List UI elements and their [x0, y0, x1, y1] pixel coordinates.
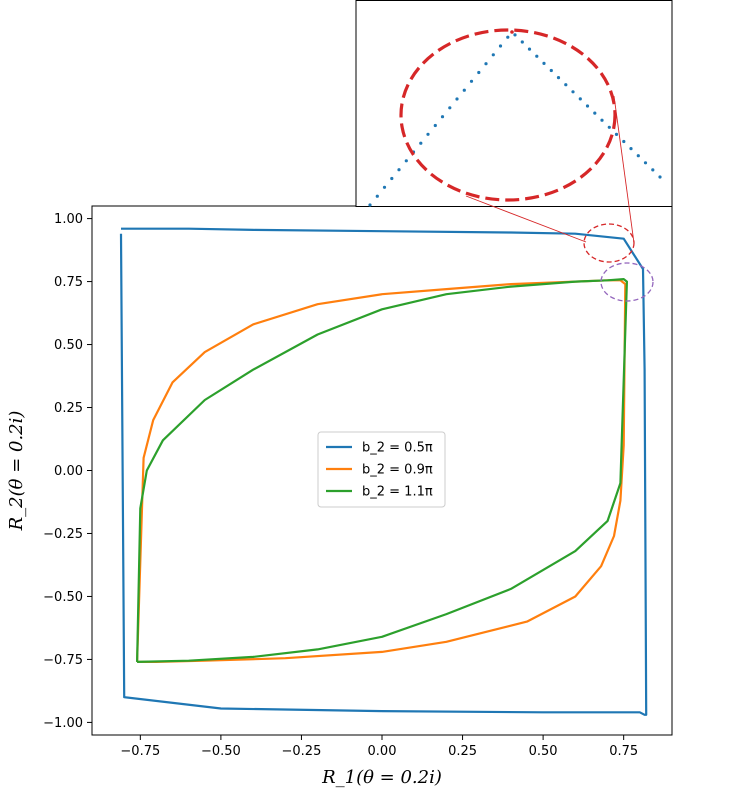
inset-dot — [643, 161, 648, 165]
legend-label: b_2 = 0.9π — [362, 463, 433, 478]
inset-dot — [556, 76, 561, 80]
x-tick-label: −0.50 — [201, 744, 241, 759]
inset-dot — [549, 68, 553, 73]
inset-zoom-circle — [399, 28, 617, 202]
inset-dot — [614, 132, 619, 136]
inset-dot — [651, 168, 655, 172]
x-tick-label: 0.75 — [609, 744, 638, 759]
x-tick-label: 0.50 — [529, 744, 558, 759]
y-tick-label: 0.25 — [54, 401, 83, 416]
inset-dot — [600, 118, 604, 122]
inset-dot — [520, 40, 524, 44]
y-tick-label: −0.25 — [43, 527, 83, 542]
inset-dot — [462, 88, 466, 92]
y-tick-label: 1.00 — [54, 212, 83, 227]
y-tick-label: 0.00 — [54, 464, 83, 479]
y-tick-label: 0.50 — [54, 338, 83, 353]
inset-dot — [397, 168, 401, 172]
y-tick-label: −0.50 — [43, 590, 83, 605]
x-tick-label: 0.00 — [368, 744, 397, 759]
zoom-region-circle-purple — [600, 262, 654, 302]
inset-dot — [477, 70, 481, 75]
legend-box — [317, 431, 446, 508]
inset-dot — [375, 194, 379, 198]
connector-line — [613, 95, 635, 244]
inset-dot — [448, 106, 452, 110]
inset-dot — [658, 175, 662, 179]
inset-dot — [622, 139, 626, 144]
series-line-1 — [119, 227, 648, 716]
inset-dot — [419, 141, 423, 145]
series-line-2 — [136, 279, 627, 664]
inset-dot — [455, 97, 459, 101]
y-tick-label: −1.00 — [43, 716, 83, 731]
inset-dot — [390, 176, 394, 181]
inset-peak-dot — [510, 30, 514, 34]
inset-dot — [491, 53, 495, 57]
y-axis-label: R_2(θ = 0.2i) — [6, 411, 27, 532]
inset-dot — [542, 61, 546, 65]
inset-dot — [368, 203, 372, 207]
x-tick-label: −0.25 — [282, 744, 322, 759]
inset-dot — [571, 90, 575, 94]
inset-dot — [426, 132, 430, 136]
y-tick-label: 0.75 — [54, 275, 83, 290]
inset-dot — [498, 44, 503, 48]
inset-plot — [355, 0, 673, 244]
inset-dot — [629, 147, 633, 151]
inset-dot — [433, 123, 437, 128]
connector-line — [465, 195, 587, 243]
inset-dot — [607, 125, 611, 129]
inset-dot — [578, 97, 582, 101]
x-tick-label: −0.75 — [120, 744, 160, 759]
inset-dot — [585, 104, 590, 108]
inset-dot — [404, 159, 408, 163]
inset-dot — [593, 111, 597, 115]
series-line-3 — [136, 278, 629, 663]
inset-dot — [636, 154, 640, 158]
inset-dot — [513, 33, 517, 37]
inset-dot — [382, 185, 387, 189]
x-axis-label: R_1(θ = 0.2i) — [321, 767, 442, 788]
inset-dot — [564, 83, 568, 87]
inset-dot — [527, 47, 532, 51]
inset-dot — [469, 79, 474, 83]
inset-dot — [506, 35, 510, 39]
y-tick-label: −0.75 — [43, 653, 83, 668]
inset-dot — [484, 62, 488, 66]
inset-dot — [535, 54, 539, 58]
legend-label: b_2 = 1.1π — [362, 485, 433, 500]
main-plot-area: −0.75 −0.50 −0.25 0.00 0.25 0.50 0.75 −1.00 −0.7… — [6, 205, 673, 788]
legend-label: b_2 = 0.5π — [362, 441, 433, 456]
x-tick-label: 0.25 — [448, 744, 477, 759]
inset-dot — [440, 115, 445, 119]
